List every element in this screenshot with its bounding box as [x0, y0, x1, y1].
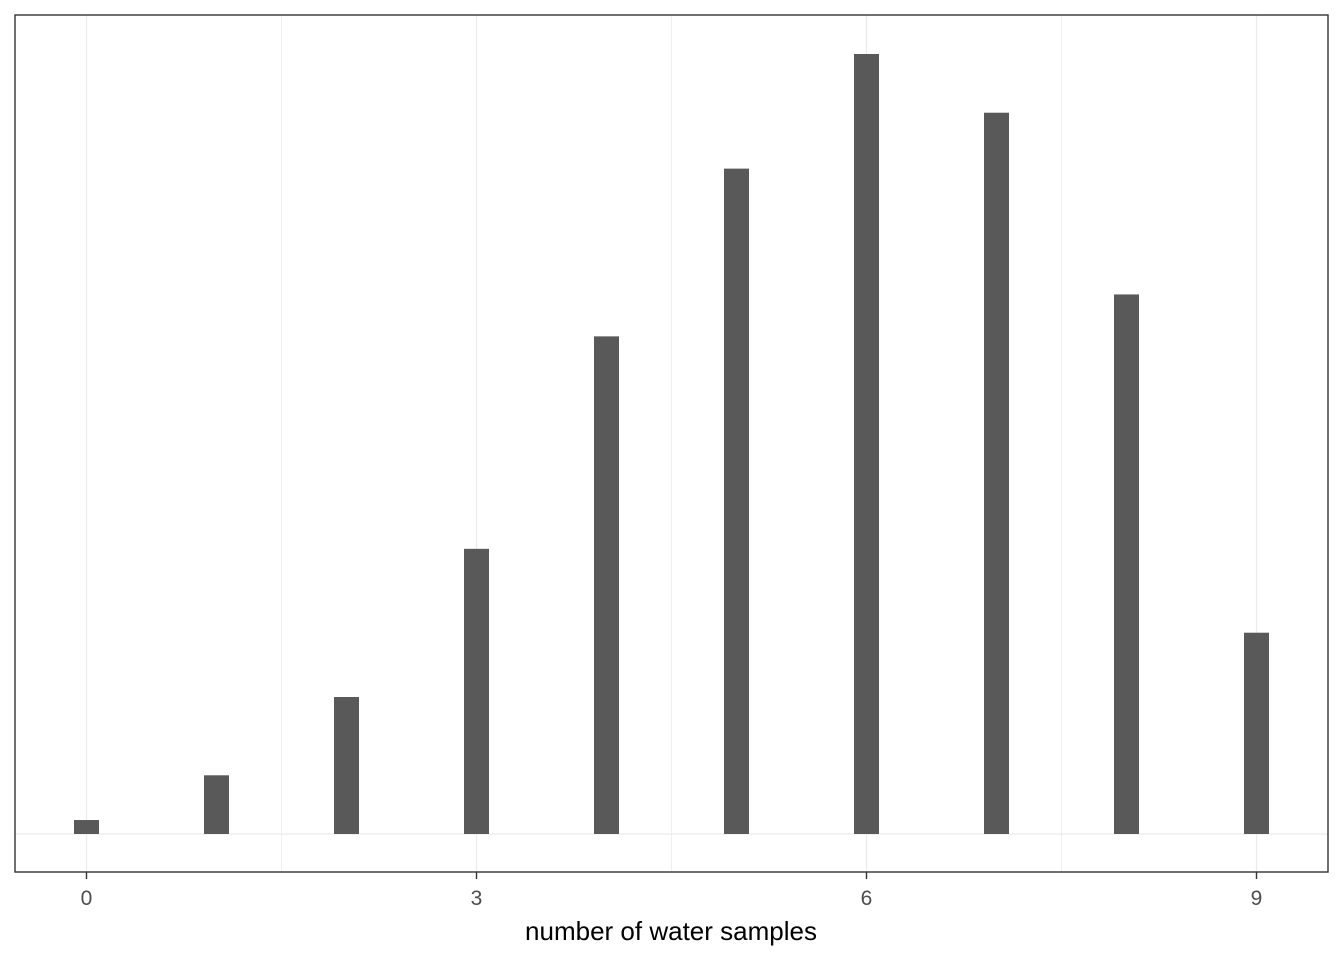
x-tick-label: 0	[81, 887, 93, 910]
x-axis-tick-labels: 0 3 6 9	[81, 887, 1263, 910]
bar	[984, 112, 1009, 835]
panel-border	[14, 14, 1329, 873]
bar	[1244, 632, 1269, 834]
bar	[594, 336, 619, 834]
bar	[854, 54, 879, 834]
bars	[74, 54, 1269, 835]
x-tick-label: 6	[861, 887, 873, 910]
x-tick-label: 3	[471, 887, 483, 910]
x-tick-label: 9	[1251, 887, 1263, 910]
bar	[74, 820, 99, 834]
bar	[464, 548, 489, 834]
bar	[204, 775, 229, 834]
bar	[334, 697, 359, 834]
bar	[724, 168, 749, 834]
grid-minor	[281, 15, 1062, 872]
x-axis-title: number of water samples	[525, 916, 817, 946]
bar	[1114, 294, 1139, 834]
x-axis-ticks	[85, 872, 1258, 879]
